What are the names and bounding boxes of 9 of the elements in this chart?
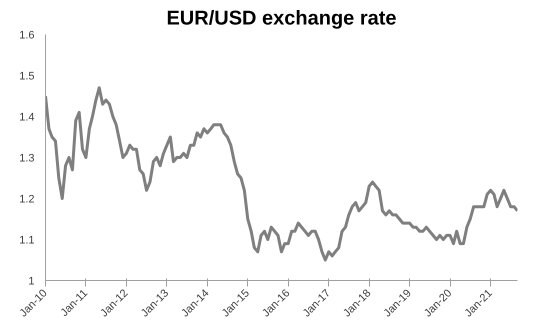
y-tick-label: 1.4 (19, 112, 35, 124)
y-tick-label: 1.5 (19, 70, 35, 82)
y-tick-label: 1.2 (19, 194, 35, 206)
y-tick-label: 1.6 (19, 30, 35, 42)
line-series (46, 86, 518, 262)
y-tick-label: 1.1 (19, 234, 35, 246)
chart-title: EUR/USD exchange rate (166, 8, 397, 30)
y-tick-label: 1 (28, 276, 35, 288)
y-tick-label: 1.3 (19, 152, 35, 164)
